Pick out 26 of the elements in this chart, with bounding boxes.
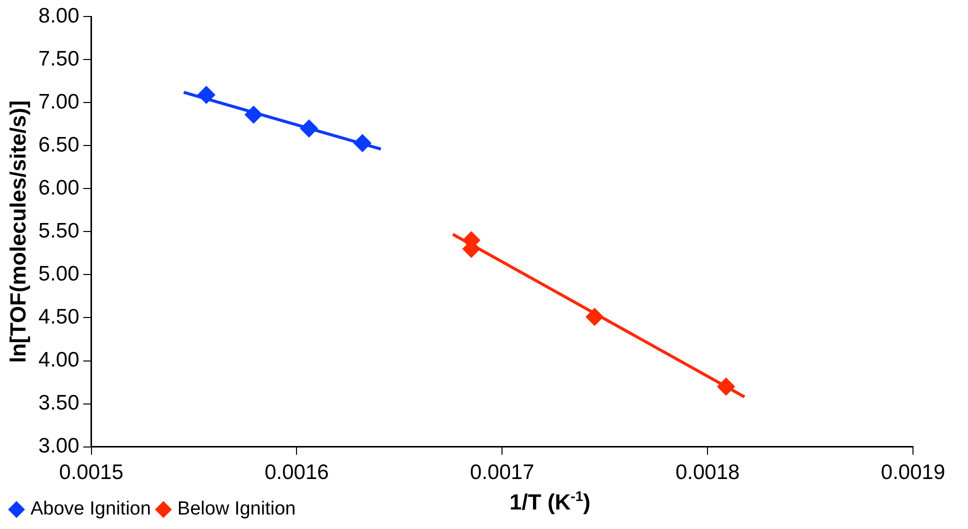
y-tick-label: 6.00 xyxy=(38,176,80,200)
x-axis-title: 1/T (K$^{-1}$) xyxy=(508,488,592,516)
legend-label: Below Ignition xyxy=(177,498,296,520)
x-tick-label: 0.0016 xyxy=(264,461,329,484)
y-tick-label: 6.50 xyxy=(38,133,80,156)
point xyxy=(300,120,318,137)
point xyxy=(198,86,215,104)
x-tick-label: 0.0019 xyxy=(880,461,946,484)
y-tick-label: 3.00 xyxy=(38,434,80,458)
legend-label: Above Ignition xyxy=(30,498,151,520)
y-tick-label: 4.50 xyxy=(38,306,80,329)
x-tick-label: 0.0018 xyxy=(675,461,740,484)
y-tick-label: 8.00 xyxy=(38,4,80,28)
y-tick-label: 5.00 xyxy=(38,262,80,286)
y-axis-title: ln[TOF(molecules/site/s)] xyxy=(5,100,30,363)
y-tick-label: 7.00 xyxy=(38,90,80,114)
y-tick-label: 5.50 xyxy=(38,219,80,242)
y-tick-label: 3.50 xyxy=(38,392,80,415)
y-tick-label: 7.50 xyxy=(38,47,80,70)
point xyxy=(718,378,735,396)
point xyxy=(586,308,604,326)
y-tick-label: 4.00 xyxy=(38,348,80,372)
x-tick-label: 0.0015 xyxy=(59,461,124,484)
point xyxy=(354,134,371,152)
point xyxy=(245,106,262,124)
x-tick-label: 0.0017 xyxy=(470,461,534,484)
